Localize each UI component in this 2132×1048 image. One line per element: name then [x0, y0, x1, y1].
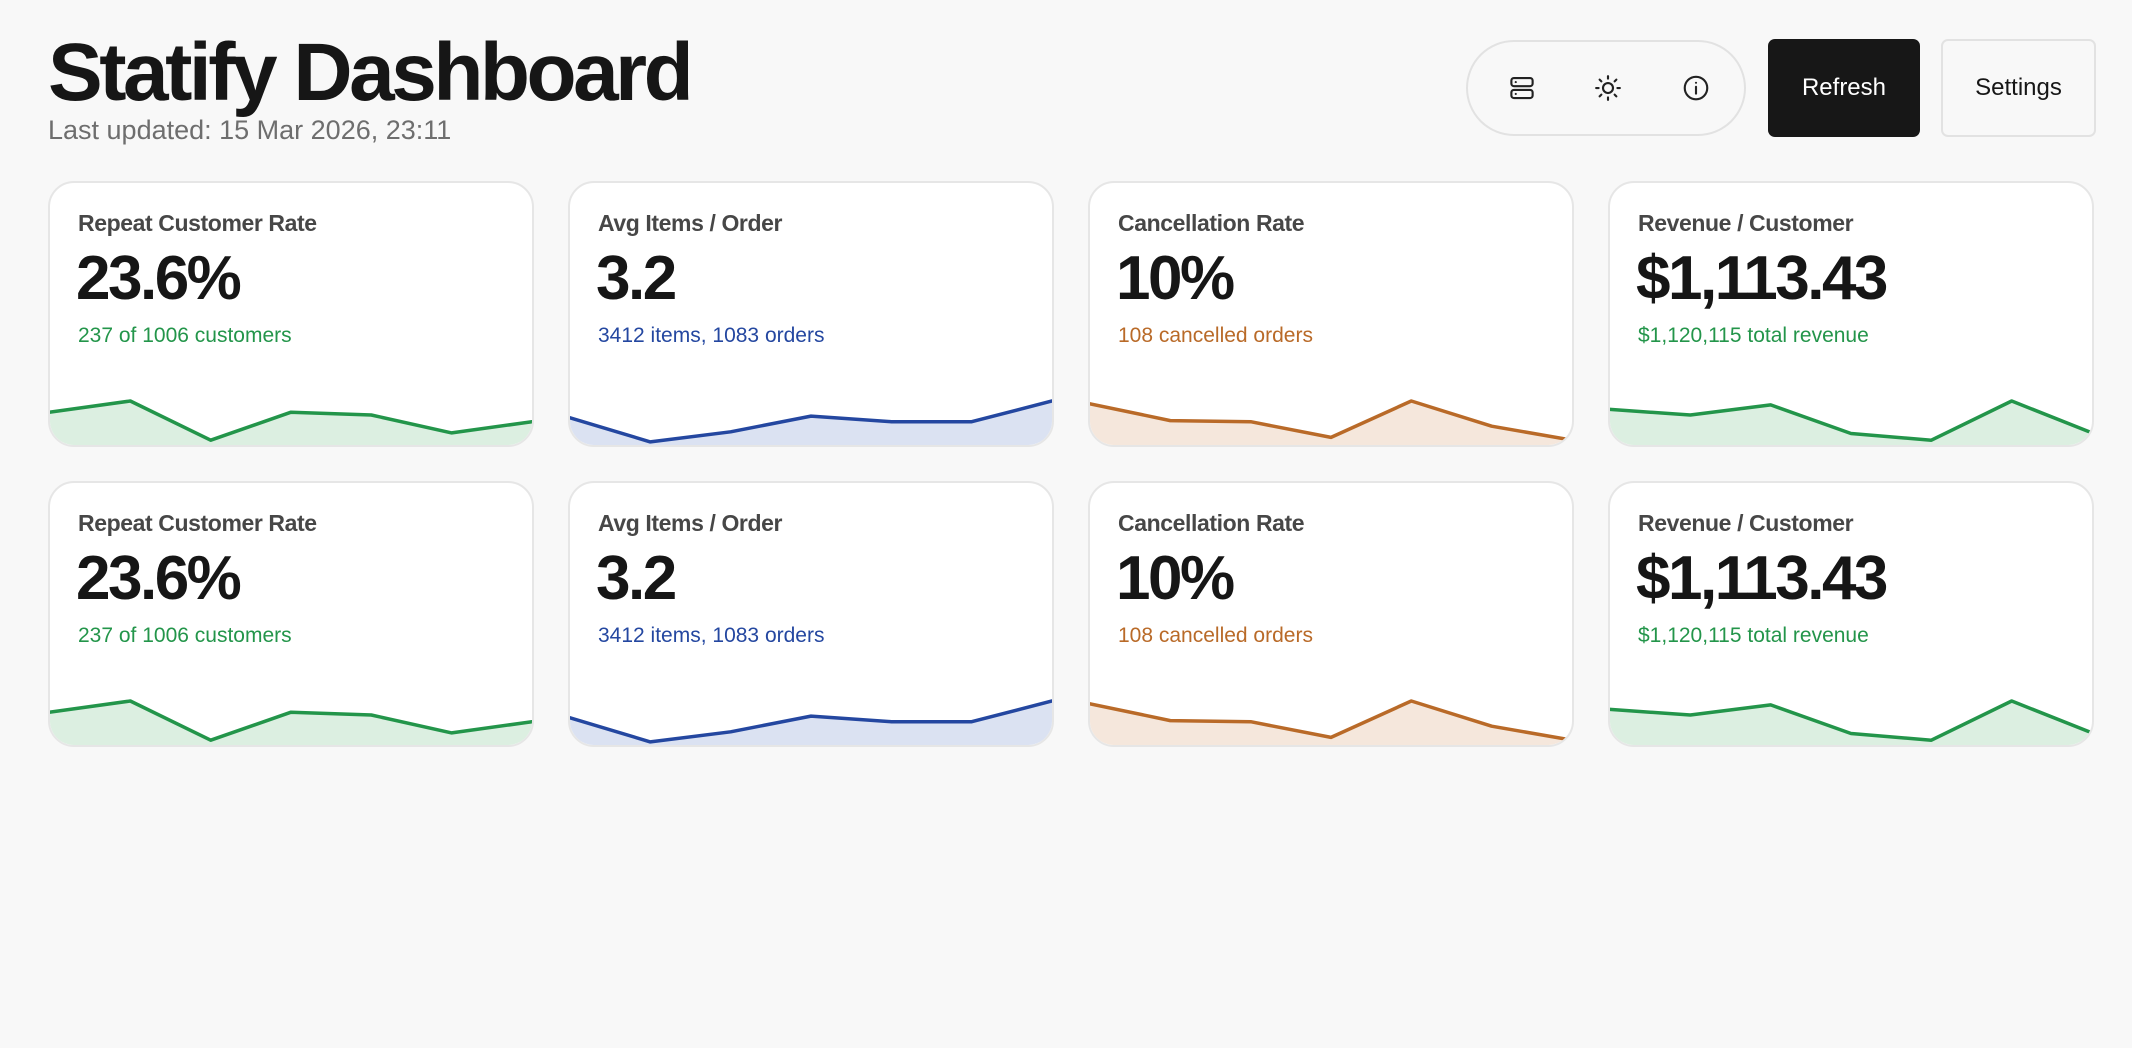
- sun-icon[interactable]: [1584, 64, 1632, 112]
- metric-label: Repeat Customer Rate: [78, 210, 317, 236]
- metric-value: $1,113.43: [1636, 544, 1888, 613]
- metric-subtext: $1,120,115 total revenue: [1638, 624, 1869, 647]
- sparkline-area: [50, 401, 532, 445]
- metric-subtext: $1,120,115 total revenue: [1638, 324, 1869, 347]
- metric-label: Revenue / Customer: [1638, 210, 1854, 236]
- sparkline-chart: [50, 399, 532, 445]
- metric-subtext: 237 of 1006 customers: [78, 624, 292, 647]
- sparkline-area: [1610, 401, 2092, 445]
- metric-card-repeat-customer-rate: Repeat Customer Rate 23.6% 237 of 1006 cus…: [48, 181, 534, 447]
- sparkline-chart: [50, 699, 532, 745]
- metric-card-repeat-customer-rate: Repeat Customer Rate 23.6% 237 of 1006 cus…: [48, 481, 534, 747]
- metric-label: Avg Items / Order: [598, 210, 783, 236]
- metric-value: $1,113.43: [1636, 244, 1888, 313]
- last-updated-text: Last updated: 15 Mar 2026, 23:11: [48, 115, 452, 145]
- sparkline-area: [570, 401, 1052, 445]
- sparkline-chart: [1090, 699, 1572, 745]
- sparkline-line: [50, 699, 532, 742]
- metric-card-avg-items-order: Avg Items / Order 3.2 3412 items, 1083 ord…: [568, 181, 1054, 447]
- sparkline-chart: [1610, 399, 2092, 445]
- metric-subtext: 237 of 1006 customers: [78, 324, 292, 347]
- settings-button[interactable]: Settings: [1941, 39, 2096, 137]
- sparkline-line: [50, 399, 532, 442]
- metric-value: 3.2: [596, 244, 677, 313]
- sparkline-line: [1090, 399, 1572, 442]
- metric-card-revenue-customer: Revenue / Customer $1,113.43 $1,120,115 to…: [1608, 481, 2094, 747]
- metric-value: 3.2: [596, 544, 677, 613]
- sparkline-line: [1090, 699, 1572, 742]
- metric-value: 23.6%: [76, 544, 242, 613]
- metric-card-cancellation-rate: Cancellation Rate 10% 108 cancelled orders: [1088, 181, 1574, 447]
- metric-subtext: 3412 items, 1083 orders: [598, 324, 825, 347]
- metric-label: Repeat Customer Rate: [78, 510, 317, 536]
- sparkline-chart: [1090, 399, 1572, 445]
- metric-value: 10%: [1116, 244, 1235, 313]
- page-title: Statify Dashboard: [48, 27, 694, 118]
- toolbar-icon-group: [1466, 40, 1746, 136]
- metric-card-cancellation-rate: Cancellation Rate 10% 108 cancelled orders: [1088, 481, 1574, 747]
- sparkline-line: [570, 699, 1052, 744]
- sparkline-area: [1090, 701, 1572, 745]
- info-icon[interactable]: [1672, 64, 1720, 112]
- metric-subtext: 108 cancelled orders: [1118, 624, 1313, 647]
- sparkline-area: [50, 701, 532, 745]
- metric-card-revenue-customer: Revenue / Customer $1,113.43 $1,120,115 to…: [1608, 181, 2094, 447]
- dashboard-header: Statify Dashboard Last updated: 15 Mar 2…: [48, 28, 2096, 158]
- server-icon[interactable]: [1498, 64, 1546, 112]
- sparkline-line: [1610, 399, 2092, 442]
- metric-label: Revenue / Customer: [1638, 510, 1854, 536]
- refresh-button[interactable]: Refresh: [1768, 39, 1920, 137]
- metric-value: 23.6%: [76, 244, 242, 313]
- metric-label: Avg Items / Order: [598, 510, 783, 536]
- metric-subtext: 108 cancelled orders: [1118, 324, 1313, 347]
- sparkline-area: [570, 701, 1052, 745]
- metric-value: 10%: [1116, 544, 1235, 613]
- metric-card-avg-items-order: Avg Items / Order 3.2 3412 items, 1083 ord…: [568, 481, 1054, 747]
- sparkline-area: [1610, 701, 2092, 745]
- sparkline-chart: [570, 699, 1052, 745]
- metric-subtext: 3412 items, 1083 orders: [598, 624, 825, 647]
- sparkline-chart: [570, 399, 1052, 445]
- sparkline-area: [1090, 401, 1572, 445]
- sparkline-line: [570, 399, 1052, 444]
- sparkline-chart: [1610, 699, 2092, 745]
- metric-label: Cancellation Rate: [1118, 510, 1305, 536]
- sparkline-line: [1610, 699, 2092, 742]
- metric-label: Cancellation Rate: [1118, 210, 1305, 236]
